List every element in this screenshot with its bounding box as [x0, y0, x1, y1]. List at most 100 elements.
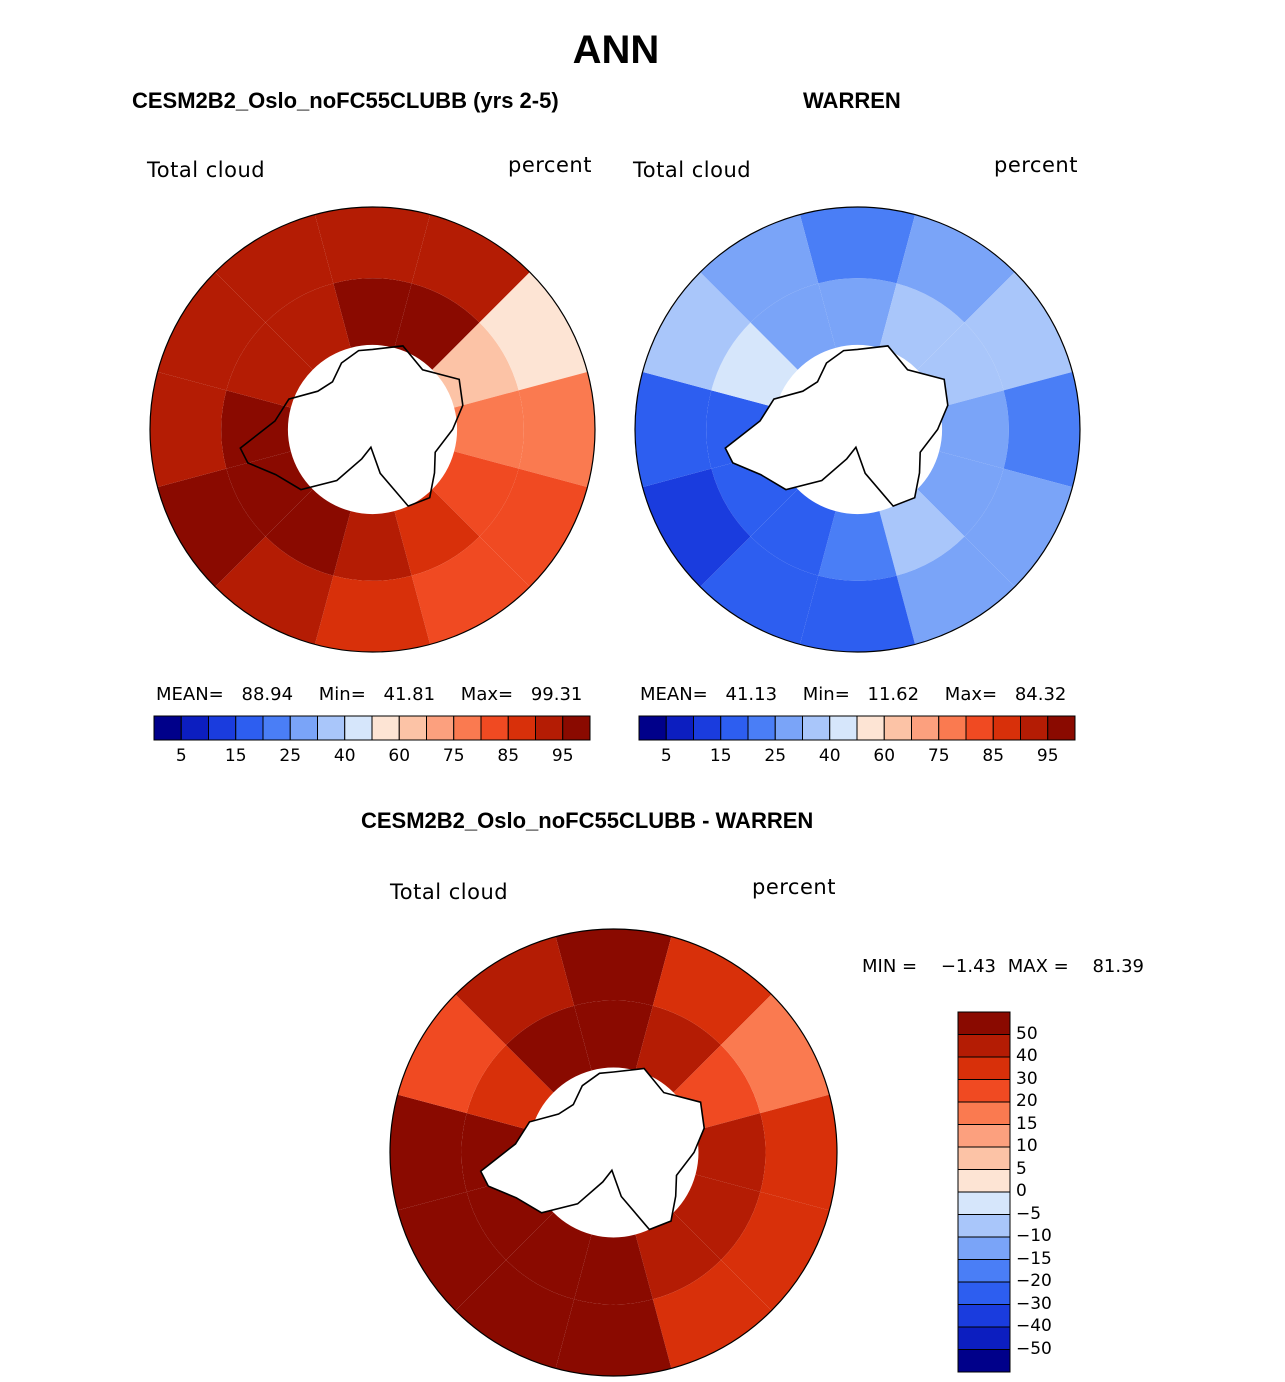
panel2-mean-label: MEAN=	[640, 684, 708, 705]
colorbar-cell	[180, 715, 209, 741]
field-sector	[879, 489, 965, 576]
antarctica-coastline	[479, 1067, 706, 1231]
field-sector	[452, 932, 575, 1046]
field-sector	[479, 468, 592, 590]
field-sector	[896, 210, 1018, 323]
antarctica-coastline	[724, 345, 949, 508]
colorbar-cell	[957, 1056, 1011, 1080]
field-sector	[506, 1212, 592, 1300]
colorbar-cell	[208, 715, 237, 741]
colorbar-cell	[829, 715, 858, 741]
field-sector	[697, 210, 819, 323]
colorbar-cell	[289, 715, 318, 741]
field-sector	[818, 511, 897, 581]
field-sector	[432, 322, 519, 408]
panel1-max-value: 99.31	[530, 684, 583, 705]
colorbar-cell	[957, 1191, 1011, 1215]
panel1-min-label: Min=	[318, 684, 366, 705]
colorbar-tick-label: −50	[1016, 1338, 1052, 1359]
colorbar-cell	[371, 715, 400, 741]
panel3-max-label: MAX =	[1007, 956, 1069, 977]
colorbar-cell	[693, 715, 722, 741]
colorbar-tick-label: −40	[1016, 1316, 1052, 1336]
panel3-max-value: 81.39	[1092, 956, 1144, 977]
panel1-mean-label: MEAN=	[156, 684, 224, 705]
colorbar-tick-label: 20	[1016, 1091, 1038, 1111]
field-sector	[896, 536, 1018, 649]
colorbar-tick-label: 40	[818, 746, 841, 766]
antarctica-coastline	[239, 345, 464, 508]
colorbar-tick-label: 30	[1016, 1068, 1038, 1089]
colorbar-cell	[507, 715, 536, 741]
field-sector	[411, 210, 533, 323]
field-sector	[574, 1000, 653, 1071]
colorbar-cell	[856, 715, 885, 741]
colorbar-cell	[317, 715, 346, 741]
panel3-field-label: Total cloud	[390, 880, 509, 904]
panel2-min-value: 11.62	[867, 684, 920, 705]
colorbar-cell	[720, 715, 749, 741]
colorbar-cell	[957, 1236, 1011, 1260]
colorbar-cell	[992, 715, 1021, 741]
colorbar-cell	[153, 715, 182, 741]
map-border	[634, 206, 1081, 653]
colorbar-tick-label: 95	[551, 746, 574, 766]
field-sector	[917, 451, 1004, 537]
field-sector	[574, 1234, 653, 1305]
colorbar-tick-label: 40	[333, 746, 356, 766]
field-sector	[466, 1045, 554, 1131]
colorbar-cell	[1047, 715, 1076, 741]
panel3-colorbar	[957, 1011, 1011, 1373]
colorbar-cell	[453, 715, 482, 741]
map-border	[389, 928, 838, 1377]
colorbar-cell	[480, 715, 509, 741]
panel2-min-label: Min=	[802, 684, 850, 705]
field-sector	[697, 536, 819, 649]
field-sector	[393, 1191, 507, 1314]
field-sector	[554, 929, 673, 1006]
field-sector	[635, 370, 712, 489]
colorbar-cell	[957, 1124, 1011, 1148]
colorbar-tick-label: 75	[442, 746, 465, 766]
colorbar-tick-label: 5	[660, 746, 672, 766]
field-sector	[638, 269, 751, 391]
field-sector	[518, 370, 595, 489]
panel1-colorbar-ticks: 5 15 25 40 60 75 85 95	[154, 746, 590, 768]
colorbar-cell	[1020, 715, 1049, 741]
colorbar-tick-label: 40	[1016, 1046, 1038, 1066]
colorbar-cell	[398, 715, 427, 741]
field-sector	[939, 390, 1009, 469]
field-sector	[652, 932, 775, 1046]
colorbar-cell	[957, 1304, 1011, 1328]
colorbar-cell	[957, 1169, 1011, 1193]
colorbar-cell	[957, 1146, 1011, 1170]
field-sector	[390, 1093, 467, 1212]
colorbar-tick-label: 0	[1016, 1181, 1027, 1201]
colorbar-cell	[957, 1034, 1011, 1058]
field-sector	[964, 468, 1077, 590]
field-sector	[964, 269, 1077, 391]
field-sector	[452, 1259, 575, 1373]
colorbar-cell	[957, 1079, 1011, 1103]
colorbar-cell	[562, 715, 591, 741]
field-sector	[638, 468, 751, 590]
field-sector	[720, 991, 834, 1114]
field-sector	[333, 511, 412, 581]
field-sector	[393, 991, 507, 1114]
colorbar-tick-label: 60	[873, 746, 896, 766]
colorbar-cell	[957, 1101, 1011, 1125]
field-sector	[454, 390, 524, 469]
field-sector	[652, 1259, 775, 1373]
colorbar-tick-label: 25	[279, 746, 302, 766]
panel1-stats: MEAN= 88.94 Min= 41.81 Max= 99.31	[156, 684, 582, 705]
panel2-mean-value: 41.13	[725, 684, 778, 705]
colorbar-tick-label: −5	[1016, 1203, 1042, 1224]
colorbar-tick-label: 25	[764, 746, 787, 766]
colorbar-cell	[957, 1214, 1011, 1238]
panel3-units-label: percent	[752, 875, 836, 899]
field-sector	[635, 1005, 721, 1093]
field-sector	[411, 536, 533, 649]
field-sector	[879, 283, 965, 370]
panel3-title: CESM2B2_Oslo_noFC55CLUBB - WARREN	[361, 808, 814, 833]
field-sector	[212, 536, 334, 649]
